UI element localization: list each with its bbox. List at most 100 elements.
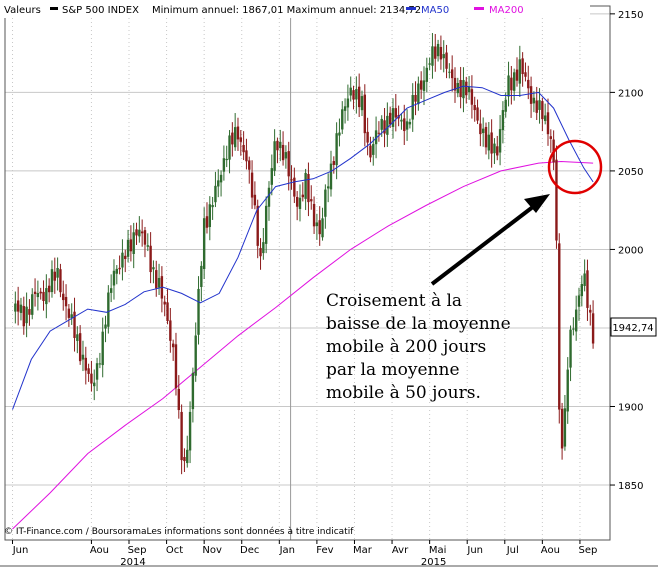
candle-body-105 xyxy=(310,199,313,202)
candle-body-205 xyxy=(591,313,595,344)
candle-body-14 xyxy=(53,271,56,281)
candle-body-121 xyxy=(355,89,358,100)
candle-body-131 xyxy=(383,120,386,134)
candle-body-129 xyxy=(377,132,381,134)
candle-body-71 xyxy=(214,185,217,203)
candle-body-176 xyxy=(510,77,513,91)
candle-body-34 xyxy=(109,288,113,293)
candle-body-92 xyxy=(273,141,276,171)
candle-body-80 xyxy=(239,137,242,142)
candle-body-63 xyxy=(191,372,195,410)
candle-body-192 xyxy=(555,159,558,241)
candle-body-167 xyxy=(484,126,488,148)
candle-body-110 xyxy=(324,189,327,217)
candle-body-25 xyxy=(84,357,87,371)
candle-body-37 xyxy=(118,267,121,270)
candle-body-36 xyxy=(115,268,118,274)
candle-body-175 xyxy=(507,75,510,97)
candle-body-154 xyxy=(448,71,451,73)
candle-body-171 xyxy=(496,146,499,156)
candle-body-123 xyxy=(360,96,364,111)
candle-body-88 xyxy=(262,242,265,254)
candle-body-45 xyxy=(140,231,144,234)
candle-body-143 xyxy=(417,83,420,105)
candle-body-98 xyxy=(290,179,293,181)
candle-body-38 xyxy=(121,252,124,268)
candle-body-161 xyxy=(467,86,471,93)
candle-body-23 xyxy=(78,333,82,362)
candle-body-108 xyxy=(318,220,321,235)
candle-body-30 xyxy=(98,363,102,365)
candle-body-31 xyxy=(101,331,104,366)
candle-body-144 xyxy=(419,80,423,90)
candle-body-188 xyxy=(543,115,547,121)
x-tick-label-6: Jan xyxy=(279,545,295,556)
candle-body-22 xyxy=(76,334,79,341)
candle-body-104 xyxy=(307,173,310,203)
ma50-line xyxy=(12,85,594,410)
candle-body-186 xyxy=(538,100,541,110)
candle-body-132 xyxy=(386,115,389,135)
annotation-arrow-head xyxy=(524,194,550,213)
y-tick-label-1850: 1850 xyxy=(618,481,643,492)
candle-body-42 xyxy=(132,232,135,254)
candle-body-77 xyxy=(231,132,234,145)
candle-body-147 xyxy=(428,63,431,65)
candle-body-187 xyxy=(541,101,544,120)
candle-body-35 xyxy=(112,270,116,286)
candle-body-197 xyxy=(569,329,572,368)
candle-body-64 xyxy=(194,335,197,376)
candle-body-177 xyxy=(512,72,516,91)
candle-body-100 xyxy=(295,196,299,207)
x-tick-label-8: Mar xyxy=(353,545,373,556)
candle-body-57 xyxy=(174,344,178,389)
x-tick-label-4: Nov xyxy=(202,545,222,556)
candle-body-51 xyxy=(157,277,161,288)
candle-body-82 xyxy=(245,150,248,162)
candle-body-115 xyxy=(338,132,341,136)
candle-body-194 xyxy=(560,408,564,449)
candle-body-119 xyxy=(349,87,352,96)
candle-body-94 xyxy=(279,141,282,149)
y-tick-label-2050: 2050 xyxy=(618,167,643,178)
candle-body-109 xyxy=(321,218,324,238)
x-tick-label-7: Fev xyxy=(316,545,333,556)
candle-body-185 xyxy=(535,100,538,113)
candle-body-58 xyxy=(177,388,180,411)
ma200-line xyxy=(12,160,594,530)
candle-body-195 xyxy=(563,408,567,447)
annotation-line-4: par la moyenne xyxy=(326,360,460,380)
candle-body-76 xyxy=(228,135,231,160)
candle-body-93 xyxy=(276,140,279,151)
candle-body-21 xyxy=(73,311,76,338)
candle-body-114 xyxy=(335,133,338,166)
candle-body-128 xyxy=(374,130,378,145)
candle-body-142 xyxy=(414,94,417,102)
candle-body-39 xyxy=(124,255,127,259)
candle-body-174 xyxy=(504,99,507,112)
candle-body-102 xyxy=(301,194,305,198)
ma50-legend-label: MA50 xyxy=(421,5,449,16)
candle-body-196 xyxy=(566,369,569,412)
candle-body-91 xyxy=(270,168,274,185)
candle-body-72 xyxy=(217,180,220,187)
gridlines xyxy=(5,6,610,540)
x-tick-label-13: Aou xyxy=(541,545,560,556)
candle-body-40 xyxy=(126,239,130,257)
candle-body-146 xyxy=(425,67,429,82)
candle-body-153 xyxy=(445,52,448,69)
candle-body-99 xyxy=(293,177,296,197)
candle-body-43 xyxy=(135,229,138,236)
x-tick-label-12: Jul xyxy=(506,545,519,556)
candle-body-201 xyxy=(580,284,584,297)
x-tick-label-3: Oct xyxy=(166,545,183,556)
candle-body-75 xyxy=(225,158,228,161)
candle-body-125 xyxy=(366,131,369,143)
ma50-swatch xyxy=(406,7,416,10)
candle-body-32 xyxy=(104,324,107,329)
y-tick-label-2150: 2150 xyxy=(618,10,643,21)
candle-body-66 xyxy=(200,265,203,287)
candle-body-200 xyxy=(577,295,581,307)
